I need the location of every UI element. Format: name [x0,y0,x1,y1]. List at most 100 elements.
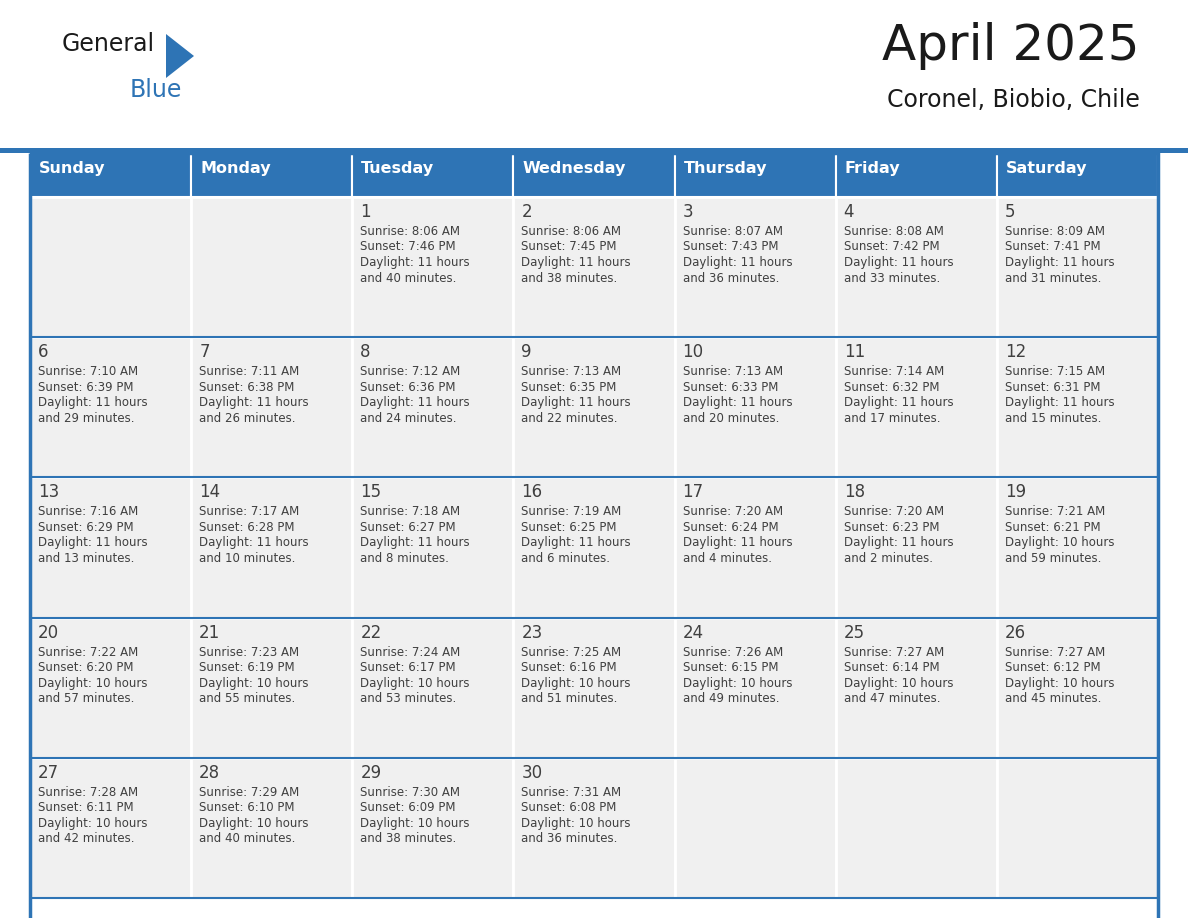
Text: Sunrise: 7:14 AM: Sunrise: 7:14 AM [843,365,944,378]
Text: Blue: Blue [129,78,183,102]
Text: 26: 26 [1005,623,1026,642]
Text: 2: 2 [522,203,532,221]
Text: Saturday: Saturday [1006,161,1087,176]
Bar [997,337,1158,477]
Text: 24: 24 [683,623,703,642]
Text: and 10 minutes.: and 10 minutes. [200,552,296,565]
Text: Sunrise: 7:18 AM: Sunrise: 7:18 AM [360,506,461,519]
Text: 9: 9 [522,343,532,361]
Text: 12: 12 [1005,343,1026,361]
Text: Sunset: 6:16 PM: Sunset: 6:16 PM [522,661,617,674]
Text: and 29 minutes.: and 29 minutes. [38,411,134,425]
Text: Daylight: 11 hours: Daylight: 11 hours [683,256,792,269]
Bar [997,618,1158,757]
Text: 3: 3 [683,203,693,221]
Text: Sunrise: 7:10 AM: Sunrise: 7:10 AM [38,365,138,378]
Bar [513,153,675,197]
Text: Sunrise: 8:08 AM: Sunrise: 8:08 AM [843,225,943,238]
Bar [997,197,1158,337]
Bar [353,618,513,757]
Bar [513,757,675,898]
Text: Sunrise: 8:06 AM: Sunrise: 8:06 AM [360,225,460,238]
Text: Daylight: 11 hours: Daylight: 11 hours [200,536,309,549]
Text: 15: 15 [360,484,381,501]
Text: Sunset: 6:39 PM: Sunset: 6:39 PM [38,381,133,394]
Text: and 38 minutes.: and 38 minutes. [522,272,618,285]
Text: 13: 13 [38,484,59,501]
Bar [513,337,675,477]
Polygon shape [166,34,194,78]
Bar [675,477,835,618]
Text: Sunday: Sunday [39,161,106,176]
Text: Sunrise: 7:28 AM: Sunrise: 7:28 AM [38,786,138,799]
Text: Sunrise: 8:06 AM: Sunrise: 8:06 AM [522,225,621,238]
Text: Sunrise: 7:26 AM: Sunrise: 7:26 AM [683,645,783,658]
Text: Sunrise: 7:15 AM: Sunrise: 7:15 AM [1005,365,1105,378]
Text: General: General [62,32,156,56]
Text: Sunrise: 7:25 AM: Sunrise: 7:25 AM [522,645,621,658]
Text: and 31 minutes.: and 31 minutes. [1005,272,1101,285]
Text: Sunrise: 7:30 AM: Sunrise: 7:30 AM [360,786,460,799]
Bar [191,477,353,618]
Text: Wednesday: Wednesday [523,161,626,176]
Bar [191,337,353,477]
Bar [30,153,1158,918]
Text: Sunset: 6:27 PM: Sunset: 6:27 PM [360,521,456,534]
Text: Sunset: 6:21 PM: Sunset: 6:21 PM [1005,521,1100,534]
Text: Daylight: 11 hours: Daylight: 11 hours [683,397,792,409]
Text: Daylight: 11 hours: Daylight: 11 hours [360,256,470,269]
Text: and 42 minutes.: and 42 minutes. [38,833,134,845]
Bar [353,197,513,337]
Text: Sunset: 6:19 PM: Sunset: 6:19 PM [200,661,295,674]
Text: Sunset: 6:23 PM: Sunset: 6:23 PM [843,521,940,534]
Text: Coronel, Biobio, Chile: Coronel, Biobio, Chile [887,88,1140,112]
Bar [353,477,513,618]
Text: Sunset: 6:28 PM: Sunset: 6:28 PM [200,521,295,534]
Bar [835,337,997,477]
Text: Sunset: 7:43 PM: Sunset: 7:43 PM [683,241,778,253]
Text: 5: 5 [1005,203,1016,221]
Text: Daylight: 10 hours: Daylight: 10 hours [200,677,309,689]
Bar [835,618,997,757]
Text: and 26 minutes.: and 26 minutes. [200,411,296,425]
Text: Daylight: 11 hours: Daylight: 11 hours [360,536,470,549]
Bar [30,153,191,197]
Text: Daylight: 11 hours: Daylight: 11 hours [200,397,309,409]
Text: and 36 minutes.: and 36 minutes. [683,272,779,285]
Text: Sunset: 6:33 PM: Sunset: 6:33 PM [683,381,778,394]
Text: 16: 16 [522,484,543,501]
Text: Sunset: 7:46 PM: Sunset: 7:46 PM [360,241,456,253]
Text: Sunset: 6:10 PM: Sunset: 6:10 PM [200,801,295,814]
Text: Daylight: 10 hours: Daylight: 10 hours [683,677,792,689]
Text: 27: 27 [38,764,59,782]
Text: and 6 minutes.: and 6 minutes. [522,552,611,565]
Text: 14: 14 [200,484,220,501]
Text: Sunset: 6:38 PM: Sunset: 6:38 PM [200,381,295,394]
Text: Daylight: 10 hours: Daylight: 10 hours [38,677,147,689]
Text: Sunset: 6:36 PM: Sunset: 6:36 PM [360,381,456,394]
Text: Daylight: 10 hours: Daylight: 10 hours [522,817,631,830]
Text: Sunrise: 7:29 AM: Sunrise: 7:29 AM [200,786,299,799]
Text: Daylight: 11 hours: Daylight: 11 hours [360,397,470,409]
Text: 20: 20 [38,623,59,642]
Text: Sunset: 6:12 PM: Sunset: 6:12 PM [1005,661,1100,674]
Text: Daylight: 10 hours: Daylight: 10 hours [360,817,469,830]
Text: Sunset: 6:08 PM: Sunset: 6:08 PM [522,801,617,814]
Text: Sunset: 7:41 PM: Sunset: 7:41 PM [1005,241,1100,253]
Text: 28: 28 [200,764,220,782]
Text: Daylight: 10 hours: Daylight: 10 hours [360,677,469,689]
Text: Sunset: 6:31 PM: Sunset: 6:31 PM [1005,381,1100,394]
Text: Sunset: 6:24 PM: Sunset: 6:24 PM [683,521,778,534]
Text: Daylight: 10 hours: Daylight: 10 hours [1005,677,1114,689]
Text: Daylight: 11 hours: Daylight: 11 hours [843,256,953,269]
Text: and 33 minutes.: and 33 minutes. [843,272,940,285]
Text: and 47 minutes.: and 47 minutes. [843,692,940,705]
Text: Sunrise: 7:24 AM: Sunrise: 7:24 AM [360,645,461,658]
Text: Daylight: 10 hours: Daylight: 10 hours [38,817,147,830]
Text: Sunrise: 7:11 AM: Sunrise: 7:11 AM [200,365,299,378]
Text: and 55 minutes.: and 55 minutes. [200,692,296,705]
Text: Monday: Monday [200,161,271,176]
Bar [0,148,1188,153]
Text: Daylight: 10 hours: Daylight: 10 hours [843,677,953,689]
Text: 17: 17 [683,484,703,501]
